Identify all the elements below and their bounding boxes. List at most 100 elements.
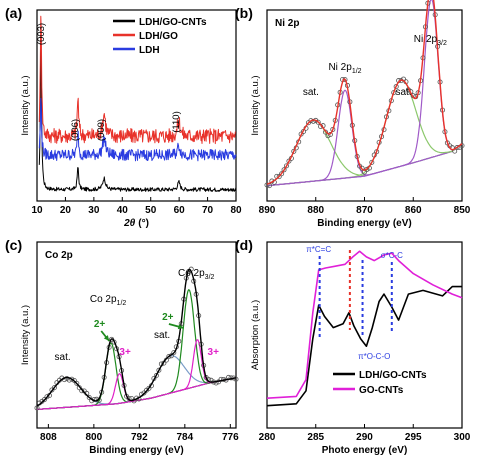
legend-label: GO-CNTs bbox=[359, 385, 404, 396]
fit-component bbox=[266, 89, 463, 187]
peak-label: (003) bbox=[36, 23, 47, 45]
x-tick-label: 10 bbox=[31, 205, 43, 216]
y-axis-label: Intensity (a.u.) bbox=[20, 305, 31, 365]
annotation-text: sat. bbox=[154, 330, 170, 341]
x-tick-label: 280 bbox=[259, 432, 276, 443]
peak-annotation: sat. bbox=[154, 330, 170, 341]
annotation-subscript: 1/2 bbox=[352, 68, 362, 75]
annotation-text: 3+ bbox=[208, 347, 220, 358]
x-tick-label: 295 bbox=[405, 432, 422, 443]
y-axis-label: Absorption (a.u.) bbox=[250, 300, 261, 370]
data-point bbox=[286, 158, 292, 164]
peak-annotation: Ni 2p1/2 bbox=[328, 62, 361, 75]
transition-label: π*C=C bbox=[306, 245, 331, 254]
x-tick-label: 40 bbox=[117, 205, 129, 216]
data-point bbox=[153, 373, 159, 379]
annotation-text: 2+ bbox=[94, 319, 106, 330]
y-axis-label: Intensity (a.u.) bbox=[250, 75, 261, 135]
x-tick-label: 800 bbox=[86, 432, 103, 443]
x-tick-label: 20 bbox=[60, 205, 72, 216]
peak-label: (110) bbox=[171, 111, 182, 132]
fit-envelope bbox=[266, 0, 463, 185]
plot-frame bbox=[266, 241, 463, 429]
data-point bbox=[291, 148, 297, 154]
fit-component bbox=[36, 377, 237, 407]
data-point bbox=[69, 376, 75, 382]
peak-annotation: 2+ bbox=[162, 312, 174, 323]
x-tick-label: 70 bbox=[202, 205, 214, 216]
panel-title: Ni 2p bbox=[275, 18, 299, 29]
data-point bbox=[146, 385, 152, 391]
annotation-subscript: 3/2 bbox=[205, 274, 215, 281]
annotation-text: Co 2p bbox=[90, 294, 117, 305]
transition-label: π*O-C-O bbox=[358, 352, 390, 361]
panel-b: 890 880 870 860 850 (b) Intensity (a.u.) Bindin… bbox=[235, 0, 471, 229]
x-tick-label: 290 bbox=[356, 432, 373, 443]
x-tick-label: 80 bbox=[230, 205, 242, 216]
annotation-text: sat. bbox=[395, 87, 411, 98]
transition-label: σ*C-C bbox=[381, 251, 403, 260]
x-tick-label: 808 bbox=[40, 432, 57, 443]
peak-label: (006) bbox=[70, 119, 81, 141]
panel-title: Co 2p bbox=[45, 250, 73, 261]
x-axis-label: Photo energy (eV) bbox=[322, 445, 408, 456]
data-point bbox=[166, 354, 172, 360]
data-point bbox=[281, 167, 287, 173]
y-axis-label: Intensity (a.u.) bbox=[20, 75, 31, 135]
data-point bbox=[283, 163, 289, 169]
data-point bbox=[454, 145, 460, 151]
x-axis-label: Binding energy (eV) bbox=[89, 445, 183, 456]
x-axis-label-symbol: θ bbox=[130, 218, 136, 229]
x-tick-label: 890 bbox=[259, 205, 276, 216]
plot-frame bbox=[36, 241, 237, 429]
data-point bbox=[41, 397, 47, 403]
x-tick-label: 880 bbox=[307, 205, 324, 216]
panel-label: (b) bbox=[235, 5, 253, 21]
peak-annotation: 2+ bbox=[94, 319, 106, 330]
data-point bbox=[126, 396, 132, 402]
data-point bbox=[359, 165, 365, 171]
data-point bbox=[315, 119, 321, 125]
annotation-text: 3+ bbox=[119, 347, 131, 358]
series-line-ldh-go-cnts bbox=[266, 285, 462, 407]
data-point bbox=[71, 377, 77, 383]
annotation-subscript: 1/2 bbox=[117, 300, 127, 307]
x-tick-label: 784 bbox=[176, 432, 193, 443]
x-tick-label: 850 bbox=[454, 205, 471, 216]
series-line-ldh-go bbox=[38, 15, 236, 145]
arrow-head bbox=[103, 335, 110, 341]
panel-label: (c) bbox=[5, 237, 22, 253]
panel-label: (a) bbox=[5, 5, 22, 21]
data-point bbox=[141, 390, 147, 396]
series-line-ldh bbox=[38, 97, 237, 162]
legend-label: LDH/GO bbox=[139, 31, 178, 42]
data-point bbox=[156, 367, 162, 373]
legend-label: LDH bbox=[139, 45, 160, 56]
data-point bbox=[74, 380, 80, 386]
series-line-ldh-go-cnts bbox=[38, 41, 237, 192]
plot-frame bbox=[36, 9, 237, 202]
panel-c: 808 800 792 784 776 (c) Intensity (a.u.) Bindin… bbox=[5, 237, 239, 456]
data-point bbox=[279, 171, 285, 177]
x-axis-label: 2θ (°) bbox=[123, 218, 149, 229]
arrow-head bbox=[177, 324, 184, 330]
panel-label: (d) bbox=[235, 237, 253, 253]
peak-annotation: sat. bbox=[55, 352, 71, 363]
x-axis-label-prefix: 2 bbox=[123, 218, 130, 229]
x-tick-label: 30 bbox=[88, 205, 100, 216]
annotation-subscript: 3/2 bbox=[437, 40, 447, 47]
x-tick-label: 60 bbox=[174, 205, 186, 216]
data-point bbox=[327, 132, 333, 138]
x-tick-label: 860 bbox=[405, 205, 422, 216]
data-point bbox=[44, 394, 50, 400]
fit-envelope bbox=[36, 268, 237, 407]
x-tick-label: 300 bbox=[454, 432, 471, 443]
peak-annotation: sat. bbox=[303, 87, 319, 98]
panel-d: 280 285 290 295 300 (d) Absorption (a.u.) Photo… bbox=[235, 237, 471, 456]
data-point bbox=[393, 84, 399, 90]
annotation-text: Ni 2p bbox=[328, 62, 352, 73]
annotation-text: Co 2p bbox=[178, 268, 205, 279]
x-tick-label: 50 bbox=[145, 205, 157, 216]
peak-annotation: Ni 2p3/2 bbox=[414, 34, 447, 47]
